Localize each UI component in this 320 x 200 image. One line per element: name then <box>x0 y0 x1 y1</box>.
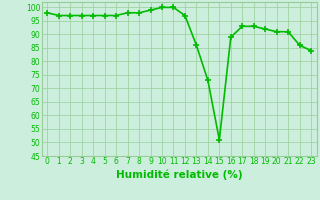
X-axis label: Humidité relative (%): Humidité relative (%) <box>116 169 243 180</box>
